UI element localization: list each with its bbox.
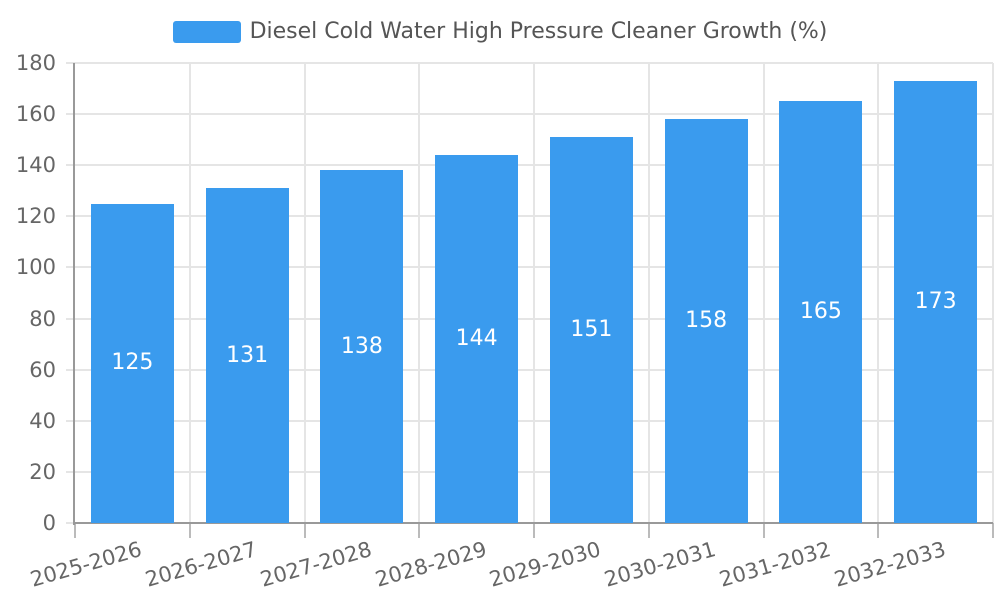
gridline-vertical — [647, 63, 650, 523]
gridline-vertical — [303, 63, 306, 523]
gridline-vertical — [992, 63, 994, 523]
x-axis-line — [73, 522, 993, 524]
y-axis-tick-label: 20 — [29, 459, 56, 484]
x-axis-tick — [188, 523, 191, 538]
bar[interactable] — [894, 80, 978, 523]
y-axis-tick — [66, 113, 75, 116]
bar[interactable] — [205, 188, 289, 523]
y-axis-tick-label: 80 — [29, 306, 56, 331]
x-axis-tick — [877, 523, 880, 538]
x-axis-tick — [74, 523, 76, 538]
y-axis-tick — [66, 470, 75, 473]
gridline-vertical — [188, 63, 191, 523]
y-axis-tick — [66, 419, 75, 422]
x-axis-tick — [992, 523, 994, 538]
x-axis-tick — [762, 523, 765, 538]
bar-value-label: 138 — [340, 333, 383, 359]
legend-label: Diesel Cold Water High Pressure Cleaner … — [249, 19, 828, 44]
y-axis-tick — [66, 368, 75, 371]
bar-value-label: 158 — [685, 308, 728, 334]
gridline-vertical — [877, 63, 880, 523]
y-axis-tick-label: 0 — [42, 511, 56, 535]
chart-legend[interactable]: Diesel Cold Water High Pressure Cleaner … — [0, 18, 1000, 46]
y-axis-tick-label: 120 — [15, 204, 56, 229]
y-axis-tick — [66, 317, 75, 320]
gridline-vertical — [533, 63, 535, 523]
y-axis-line — [73, 63, 75, 525]
x-axis-tick — [533, 523, 535, 538]
y-axis-tick-label: 140 — [15, 153, 56, 178]
bar-value-label: 151 — [570, 317, 613, 343]
y-axis-tick-label: 60 — [29, 357, 56, 382]
y-axis-tick-label: 160 — [15, 102, 56, 127]
bar[interactable] — [549, 137, 633, 523]
bar-value-label: 125 — [111, 350, 154, 376]
y-axis-tick-label: 100 — [15, 255, 56, 280]
y-axis-tick — [66, 522, 75, 524]
bar[interactable] — [779, 101, 863, 523]
y-axis-tick — [66, 266, 75, 269]
bar[interactable] — [664, 119, 748, 523]
bar-value-label: 131 — [226, 342, 269, 368]
gridline-vertical — [418, 63, 421, 523]
y-axis-tick-label: 40 — [29, 408, 56, 433]
bar[interactable] — [320, 170, 404, 523]
y-axis-tick — [66, 215, 75, 218]
y-axis-tick — [66, 164, 75, 167]
x-axis-tick — [647, 523, 650, 538]
bar-value-label: 165 — [799, 299, 842, 325]
y-axis-tick — [66, 62, 75, 64]
bar-value-label: 173 — [914, 288, 957, 314]
bar[interactable] — [435, 155, 519, 523]
y-axis-tick-label: 180 — [15, 51, 56, 75]
gridline-vertical — [762, 63, 765, 523]
bar[interactable] — [90, 203, 174, 523]
x-axis-tick — [303, 523, 306, 538]
bar-value-label: 144 — [455, 326, 498, 351]
x-axis-tick — [418, 523, 421, 538]
legend-swatch-icon — [172, 21, 241, 43]
